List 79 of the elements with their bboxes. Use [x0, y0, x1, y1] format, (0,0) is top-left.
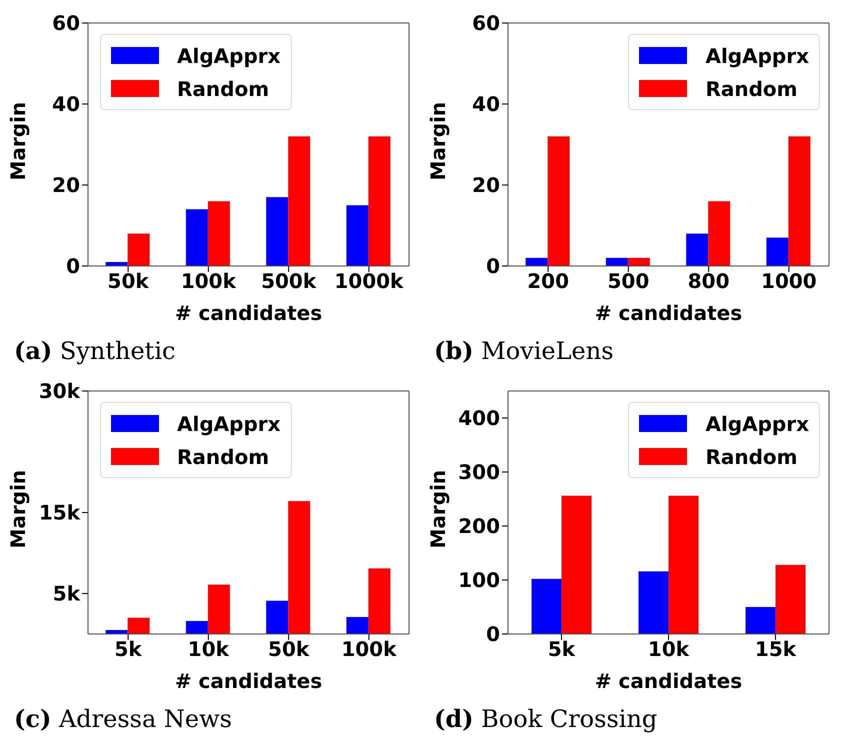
x-axis-title: # candidates: [174, 301, 322, 325]
bar: [776, 564, 806, 634]
y-tick-label: 100: [458, 568, 500, 592]
legend-label: AlgApprx: [705, 412, 809, 436]
x-tick-label: 800: [688, 269, 730, 294]
bar: [562, 496, 592, 634]
y-tick-label: 200: [458, 514, 500, 538]
x-tick-label: 1000: [761, 269, 817, 294]
bar: [532, 578, 562, 634]
y-tick-label: 40: [52, 92, 80, 116]
x-tick-label: 100k: [341, 637, 398, 662]
y-tick-label: 40: [472, 92, 500, 116]
x-tick-label: 200: [527, 269, 569, 294]
x-axis-title: # candidates: [174, 669, 322, 693]
bar: [346, 205, 368, 266]
bar: [746, 607, 776, 634]
bar: [766, 238, 788, 266]
bar: [288, 136, 310, 266]
text: (c) Adressa News: [14, 704, 232, 733]
y-axis-title: Margin: [6, 470, 30, 548]
y-tick-label: 20: [52, 173, 80, 198]
x-tick-label: 15k: [754, 637, 797, 662]
x-axis-title: # candidates: [594, 669, 742, 693]
bar: [266, 197, 288, 266]
bar: [526, 258, 548, 266]
y-tick-label: 5k: [52, 582, 81, 606]
y-axis-title: Margin: [426, 102, 450, 180]
bar: [128, 234, 150, 266]
legend-label: AlgApprx: [705, 44, 809, 68]
legend-label: AlgApprx: [177, 412, 281, 436]
bar: [638, 571, 669, 634]
legend-label: Random: [177, 76, 270, 100]
bar: [186, 209, 208, 266]
y-tick-label: 0: [486, 254, 500, 278]
bar: [186, 621, 208, 634]
text: (b) MovieLens: [434, 336, 614, 365]
text: (d) Book Crossing: [434, 704, 658, 733]
bar: [128, 618, 150, 634]
bar: [788, 136, 810, 266]
y-tick-label: 30k: [38, 379, 81, 404]
x-axis-title: # candidates: [594, 301, 742, 325]
y-tick-label: 60: [472, 11, 500, 36]
bar: [266, 600, 288, 634]
x-tick-label: 1000k: [334, 269, 404, 294]
y-tick-label: 20: [472, 173, 500, 198]
y-axis-title: Margin: [6, 102, 30, 180]
x-tick-label: 10k: [648, 637, 690, 662]
legend-label: Random: [705, 444, 798, 468]
bar: [346, 616, 368, 634]
x-tick-label: 50k: [108, 269, 150, 294]
bar: [208, 584, 230, 634]
bar: [628, 258, 650, 266]
y-tick-label: 300: [458, 460, 500, 484]
x-tick-label: 10k: [188, 637, 230, 662]
bar: [548, 136, 570, 266]
y-tick-label: 15k: [38, 500, 81, 525]
bar: [606, 258, 628, 266]
legend-label: Random: [177, 444, 270, 468]
y-tick-label: 60: [52, 11, 80, 36]
bar: [208, 201, 230, 266]
bar: [686, 234, 708, 266]
bar: [368, 568, 390, 634]
bar: [668, 496, 699, 634]
text: (a) Synthetic: [14, 336, 176, 365]
y-tick-label: 0: [66, 254, 80, 278]
legend-label: Random: [705, 76, 798, 100]
bar: [368, 136, 390, 266]
x-tick-label: 50k: [268, 637, 310, 662]
x-tick-label: 5k: [114, 637, 142, 662]
x-tick-label: 500: [608, 269, 650, 294]
y-axis-title: Margin: [426, 470, 450, 548]
bar: [708, 201, 730, 266]
y-tick-label: 0: [486, 622, 500, 646]
legend-label: AlgApprx: [177, 44, 281, 68]
x-tick-label: 100k: [180, 269, 237, 294]
x-tick-label: 500k: [261, 269, 317, 294]
bar: [288, 501, 310, 634]
y-tick-label: 400: [458, 406, 500, 430]
x-tick-label: 5k: [548, 637, 576, 662]
